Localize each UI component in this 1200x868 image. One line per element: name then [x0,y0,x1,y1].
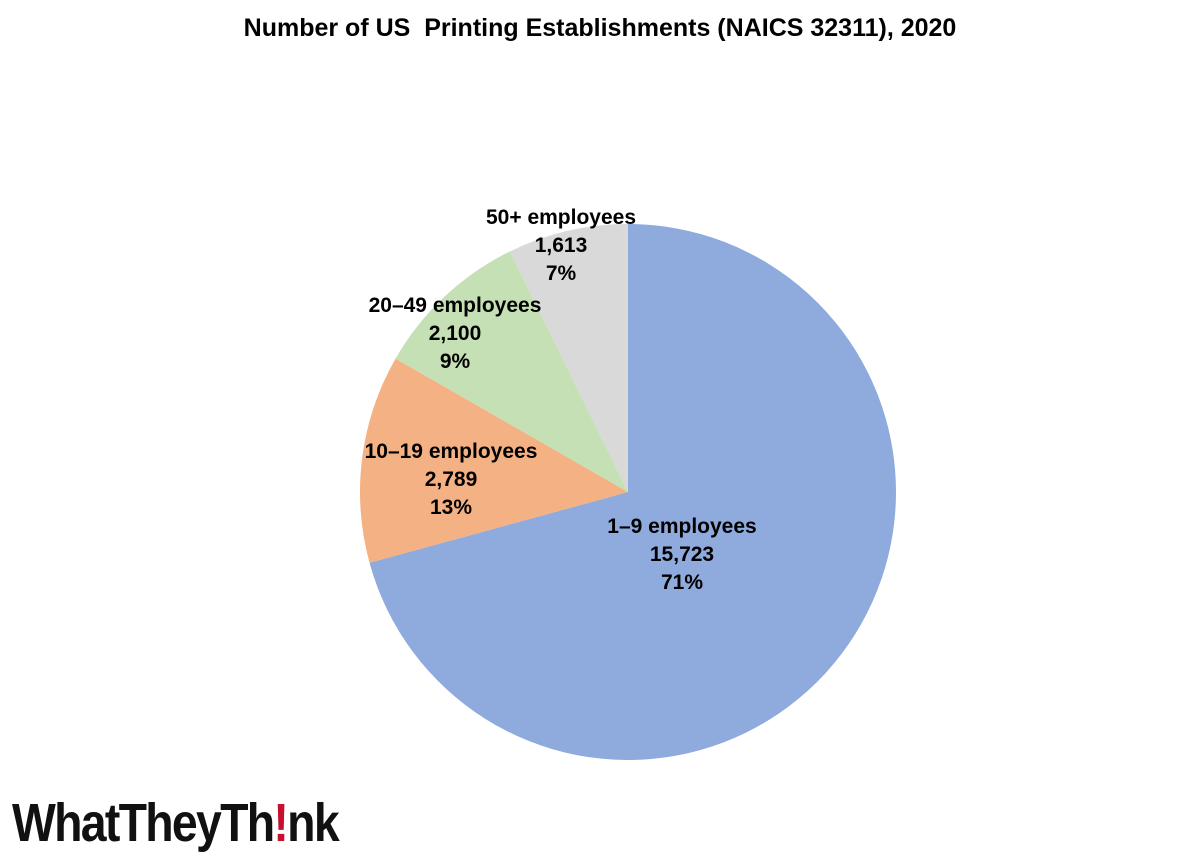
chart-title: Number of US Printing Establishments (NA… [243,14,957,42]
pie-slice-2 [359,358,628,563]
slice-percent-label: 13% [430,496,472,519]
slice-value-label: 2,789 [425,468,478,491]
pie-labels: 1–9 employees 15,723 71% 10–19 employees 2,7… [365,206,757,594]
slice-category-label: 1–9 employees [607,515,756,538]
slice-value-label: 2,100 [429,322,482,345]
slice-value-label: 15,723 [650,543,714,566]
slice-percent-label: 71% [661,571,703,594]
whattheythink-logo: WhatTheyTh!nk [12,793,340,853]
slice-category-label: 20–49 employees [369,294,542,317]
pie-slices [359,224,896,760]
pie-slice-1 [369,224,896,760]
pie-slice-4 [509,224,628,492]
exclamation-mark-icon: ! [273,793,288,853]
slice-value-label: 1,613 [535,234,588,257]
pie-slice-3 [395,251,628,492]
slice-category-label: 10–19 employees [365,440,538,463]
slice-percent-label: 9% [440,350,471,373]
slice-category-label: 50+ employees [486,206,636,229]
slice-percent-label: 7% [546,262,577,285]
